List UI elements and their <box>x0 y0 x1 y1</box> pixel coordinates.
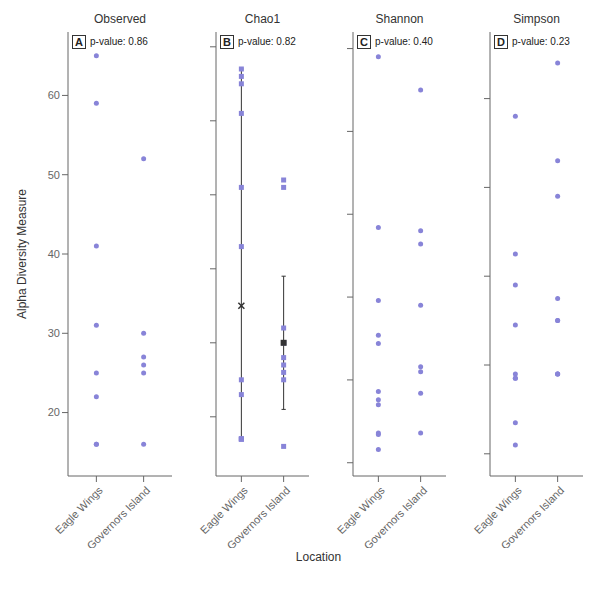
html-text:A: A <box>75 36 83 48</box>
html-text:Observed: Observed <box>94 12 146 26</box>
svg-text:50: 50 <box>48 169 60 181</box>
svg-text:40: 40 <box>48 248 60 260</box>
html-text:C: C <box>360 36 368 48</box>
svg-text:Governors Island: Governors Island <box>224 484 292 548</box>
svg-text:Alpha Diversity Measure: Alpha Diversity Measure <box>15 189 29 319</box>
svg-text:Eagle Wings: Eagle Wings <box>334 484 387 537</box>
svg-text:Eagle Wings: Eagle Wings <box>53 484 106 537</box>
svg-text:Governors Island: Governors Island <box>361 484 429 548</box>
html-text:Shannon: Shannon <box>375 12 424 26</box>
html-text:p-value: 0.86: p-value: 0.86 <box>90 36 148 47</box>
html-text:B: B <box>223 36 231 48</box>
svg-text:Governors Island: Governors Island <box>498 484 566 548</box>
html-text:p-value: 0.23: p-value: 0.23 <box>512 36 570 47</box>
html-text:p-value: 0.82: p-value: 0.82 <box>238 36 296 47</box>
svg-text:30: 30 <box>48 327 60 339</box>
html-text:D: D <box>497 36 505 48</box>
svg-text:60: 60 <box>48 89 60 101</box>
html-text:Simpson: Simpson <box>513 12 560 26</box>
html-text:p-value: 0.40: p-value: 0.40 <box>375 36 433 47</box>
svg-text:Eagle Wings: Eagle Wings <box>197 484 250 537</box>
svg-text:20: 20 <box>48 406 60 418</box>
html-text:Location: Location <box>295 550 342 564</box>
html-text:Chao1: Chao1 <box>244 12 281 26</box>
svg-text:Governors Island: Governors Island <box>84 484 152 548</box>
svg-text:Eagle Wings: Eagle Wings <box>471 484 524 537</box>
